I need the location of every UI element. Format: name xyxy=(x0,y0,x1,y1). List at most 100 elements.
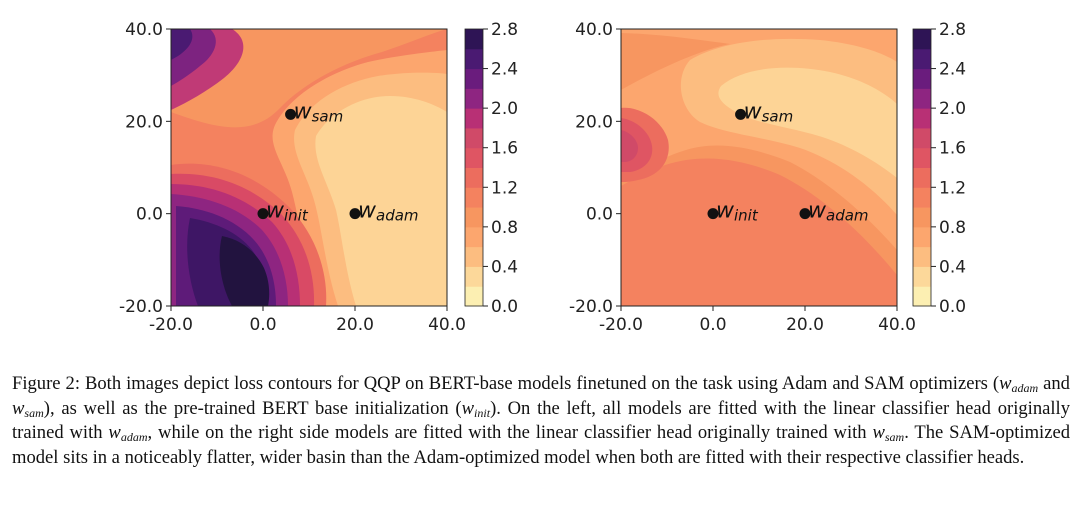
right-point-w-sam xyxy=(735,108,747,120)
left-colorbar: 0.0 0.4 0.8 1.2 1.6 2.0 2.4 2.8 xyxy=(464,20,518,317)
right-colorbar-band xyxy=(913,286,931,307)
right-point-label-w-sam: wsam xyxy=(744,99,794,125)
math-w-init: winit xyxy=(461,397,491,420)
left-colorbar-tick-label: 2.4 xyxy=(491,60,518,80)
left-axis-ticks: -20.0 0.0 20.0 40.0 -20.0 0.0 20.0 40.0 xyxy=(119,20,466,335)
caption-text-1: Both images depict loss contours for QQP… xyxy=(79,373,1000,394)
left-xtick-label: 40.0 xyxy=(428,315,466,335)
left-colorbar-band xyxy=(465,147,483,168)
caption-text-6: . The SAM-optimized model sits in a noti… xyxy=(12,422,1071,468)
left-xtick-label: -20.0 xyxy=(149,315,193,335)
caption-label: Figure 2: xyxy=(12,373,80,394)
left-colorbar-tick-label: 0.8 xyxy=(491,218,518,238)
left-point-w-init xyxy=(257,208,269,220)
left-plot-frame xyxy=(170,28,448,307)
left-colorbar-tick-label: 1.6 xyxy=(491,139,518,159)
left-point-label-w-adam: wadam xyxy=(358,199,419,225)
right-colorbar-band xyxy=(913,108,931,129)
left-point-w-adam xyxy=(349,208,361,220)
right-colorbar-band xyxy=(913,147,931,168)
left-colorbar-band xyxy=(465,127,483,149)
right-colorbar-tick-label: 1.6 xyxy=(939,139,966,159)
left-colorbar-band xyxy=(465,187,483,208)
math-w-sam-1: wsam xyxy=(12,397,44,420)
right-point-w-adam xyxy=(799,208,811,220)
left-xtick-label: 20.0 xyxy=(336,315,374,335)
right-colorbar-tick-label: 1.2 xyxy=(939,178,966,198)
left-colorbar-tick-label: 1.2 xyxy=(491,178,518,198)
left-colorbar-tick-label: 2.8 xyxy=(491,20,518,40)
right-colorbar-band xyxy=(913,226,931,248)
left-ytick-label: 0.0 xyxy=(136,205,163,225)
figure-2: -20.0 0.0 20.0 40.0 -20.0 0.0 20.0 40.0 wsam win… xyxy=(119,20,966,335)
right-colorbar-band xyxy=(913,48,931,70)
caption-text-4: ). On the left, all models are fitted wi… xyxy=(12,397,1070,444)
right-colorbar-band xyxy=(913,207,931,228)
right-point-w-init xyxy=(707,208,719,220)
right-colorbar-band xyxy=(913,246,931,267)
right-colorbar-band xyxy=(913,127,931,149)
left-colorbar-frame xyxy=(464,28,484,307)
left-colorbar-band xyxy=(465,246,483,267)
math-w-adam-1: wadam xyxy=(999,373,1039,395)
right-points: wsam winit wadam xyxy=(707,99,869,225)
right-colorbar-band xyxy=(913,187,931,208)
figure-caption: Figure 2: Both images depict loss contou… xyxy=(12,372,1070,470)
math-w-sam-2: wsam xyxy=(872,422,905,445)
left-point-label-w-init: winit xyxy=(266,199,309,225)
caption-text-3: ), as well as the pre-trained BERT base … xyxy=(43,397,462,419)
right-colorbar: 0.0 0.4 0.8 1.2 1.6 2.0 2.4 2.8 xyxy=(912,20,966,317)
right-colorbar-tick-label: 0.4 xyxy=(939,257,966,277)
left-colorbar-band xyxy=(465,226,483,248)
left-contour-plot: -20.0 0.0 20.0 40.0 -20.0 0.0 20.0 40.0 wsam win… xyxy=(119,20,466,335)
right-ytick-label: 40.0 xyxy=(575,20,613,40)
right-xtick-label: 40.0 xyxy=(878,315,916,335)
right-xtick-label: 0.0 xyxy=(699,315,726,335)
caption-text-5: , while on the right side models are fit… xyxy=(147,422,873,444)
left-ytick-label: -20.0 xyxy=(119,297,163,317)
left-colorbar-band xyxy=(465,207,483,228)
right-colorbar-band xyxy=(913,88,931,109)
right-colorbar-band xyxy=(913,68,931,89)
right-xtick-label: -20.0 xyxy=(599,315,643,335)
left-colorbar-band xyxy=(465,48,483,70)
left-colorbar-band xyxy=(465,167,483,188)
left-colorbar-band xyxy=(465,286,483,307)
left-contour-fill xyxy=(171,29,447,306)
left-points: wsam winit wadam xyxy=(257,99,419,225)
left-colorbar-band xyxy=(465,29,483,50)
right-colorbar-tick-label: 2.4 xyxy=(939,60,966,80)
left-point-label-w-sam: wsam xyxy=(294,99,344,125)
math-w-adam-2: wadam xyxy=(108,422,148,445)
left-colorbar-tick-label: 0.4 xyxy=(491,257,518,277)
left-colorbar-band xyxy=(465,266,483,287)
right-ytick-label: 20.0 xyxy=(575,112,613,132)
left-ytick-label: 20.0 xyxy=(125,112,163,132)
right-contour-plot: -20.0 0.0 20.0 40.0 -20.0 0.0 20.0 40.0 wsam win… xyxy=(569,20,916,335)
left-point-w-sam xyxy=(285,108,297,120)
left-ytick-label: 40.0 xyxy=(125,20,163,40)
right-colorbar-tick-label: 2.0 xyxy=(939,99,966,119)
right-colorbar-frame xyxy=(912,28,932,307)
left-colorbar-tick-label: 0.0 xyxy=(491,297,518,317)
right-colorbar-band xyxy=(913,266,931,287)
right-colorbar-tick-label: 2.8 xyxy=(939,20,966,40)
right-ytick-label: -20.0 xyxy=(569,297,613,317)
right-axis-ticks: -20.0 0.0 20.0 40.0 -20.0 0.0 20.0 40.0 xyxy=(569,20,916,335)
left-xtick-label: 0.0 xyxy=(249,315,276,335)
left-colorbar-tick-label: 2.0 xyxy=(491,99,518,119)
right-colorbar-band xyxy=(913,167,931,188)
left-colorbar-band xyxy=(465,88,483,109)
right-colorbar-band xyxy=(913,29,931,50)
caption-text-2: and xyxy=(1038,373,1070,394)
right-plot-frame xyxy=(620,28,898,307)
right-colorbar-tick-label: 0.8 xyxy=(939,218,966,238)
right-xtick-label: 20.0 xyxy=(786,315,824,335)
left-colorbar-band xyxy=(465,68,483,89)
right-point-label-w-init: winit xyxy=(716,199,759,225)
right-contour-fill xyxy=(621,29,897,306)
left-colorbar-band xyxy=(465,108,483,129)
right-point-label-w-adam: wadam xyxy=(808,199,869,225)
right-ytick-label: 0.0 xyxy=(586,205,613,225)
right-colorbar-tick-label: 0.0 xyxy=(939,297,966,317)
